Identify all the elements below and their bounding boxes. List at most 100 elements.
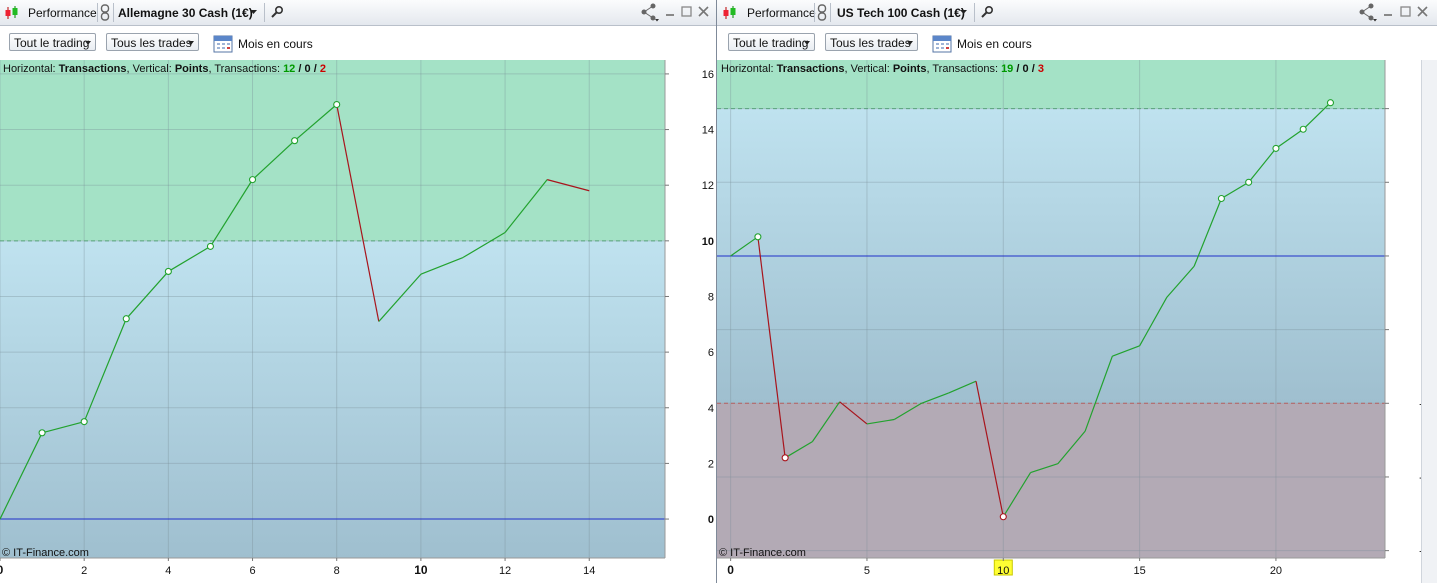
panel-divider[interactable] — [715, 0, 717, 583]
equity-segment — [168, 245, 211, 272]
equity-segment — [378, 273, 422, 322]
equity-segment — [125, 271, 169, 320]
equity-segment — [1139, 296, 1168, 347]
x-tick-label: 12 — [499, 565, 511, 577]
panel-toolbar: Tout le trading Tous les trades Mois en … — [717, 26, 1437, 60]
y-tick-label: 10 — [702, 236, 714, 248]
equity-segment — [839, 401, 868, 425]
equity-segment — [811, 401, 841, 442]
x-tick-label: 14 — [583, 565, 595, 577]
y-tick-label: 12 — [702, 180, 714, 192]
link-chain-icon[interactable] — [100, 4, 110, 21]
minimize-icon[interactable] — [1383, 7, 1393, 17]
scope-dropdown[interactable]: Tout le trading — [9, 33, 96, 51]
vertical-scrollbar[interactable] — [1421, 60, 1437, 583]
chevron-down-icon[interactable] — [250, 10, 258, 15]
equity-point — [291, 137, 299, 145]
band-red — [717, 403, 1385, 558]
equity-segment — [209, 179, 254, 247]
equity-point — [80, 418, 88, 426]
x-tick-label: 0 — [727, 563, 734, 577]
equity-segment — [252, 140, 296, 181]
y-tick-label: 0 — [708, 514, 714, 526]
equity-segment — [462, 231, 506, 259]
panel-titlebar: Performance Allemagne 30 Cash (1€) — [0, 0, 716, 26]
y-tick-label: 2 — [708, 458, 714, 470]
equity-segment — [1166, 265, 1195, 298]
equity-segment — [83, 318, 127, 422]
wrench-icon[interactable] — [270, 5, 284, 19]
scope-dropdown[interactable]: Tout le trading — [728, 33, 815, 51]
equity-segment — [948, 380, 977, 394]
equity-point — [248, 176, 257, 184]
period-label[interactable]: Mois en cours — [238, 37, 313, 51]
equity-segment — [921, 392, 949, 404]
equity-segment — [1084, 355, 1113, 432]
band-blue — [0, 240, 665, 558]
x-tick-label: 10 — [997, 565, 1009, 577]
performance-panel-dax: Performance Allemagne 30 Cash (1€) Tout … — [0, 0, 716, 583]
equity-segment — [730, 236, 759, 257]
equity-segment — [420, 256, 464, 275]
x-tick-label: 8 — [334, 565, 340, 577]
equity-point — [122, 315, 130, 323]
equity-point — [1245, 178, 1253, 186]
equity-segment — [1002, 472, 1032, 518]
instrument-selector[interactable]: US Tech 100 Cash (1€) — [837, 6, 965, 20]
x-tick-label: 15 — [1133, 565, 1145, 577]
maximize-icon[interactable] — [1400, 6, 1412, 18]
share-icon[interactable] — [1358, 3, 1378, 22]
chevron-down-icon[interactable] — [960, 10, 968, 15]
losses-count: 2 — [319, 63, 326, 75]
chart-info-bar: Horizontal: Transactions, Vertical: Poin… — [3, 63, 326, 75]
equity-segment — [1112, 345, 1140, 357]
wrench-icon[interactable] — [980, 5, 994, 19]
equity-segment — [1030, 463, 1059, 474]
equity-segment — [504, 179, 548, 233]
minimize-icon[interactable] — [665, 7, 675, 17]
equity-segment — [1221, 181, 1249, 200]
trades-dropdown[interactable]: Tous les trades — [825, 33, 918, 51]
panel-type-label: Performance — [747, 6, 816, 20]
y-tick-label: 8 — [708, 291, 714, 303]
equity-segment — [0, 432, 43, 520]
close-icon[interactable] — [1417, 6, 1429, 18]
equity-segment — [866, 418, 895, 425]
equity-curve-chart: 024681012141602468101214 — [0, 60, 716, 583]
equity-point — [333, 100, 341, 109]
panel-type-label: Performance — [28, 6, 97, 20]
losses-count: 3 — [1037, 63, 1044, 75]
panel-toolbar: Tout le trading Tous les trades Mois en … — [0, 26, 716, 60]
equity-point — [206, 242, 214, 250]
trades-dropdown[interactable]: Tous les trades — [106, 33, 199, 51]
neutral-count: 0 — [304, 63, 311, 75]
calendar-icon[interactable] — [213, 33, 233, 53]
copyright: © IT-Finance.com — [719, 547, 806, 559]
y-tick-label: 14 — [702, 125, 714, 137]
instrument-selector[interactable]: Allemagne 30 Cash (1€) — [118, 6, 253, 20]
equity-segment — [1275, 128, 1304, 149]
calendar-icon[interactable] — [932, 33, 952, 53]
candlestick-icon — [5, 6, 18, 19]
y-tick-label: 4 — [708, 403, 714, 415]
equity-segment — [336, 104, 380, 322]
equity-curve-chart: 1050-5-10-15-2005101520 — [717, 60, 1437, 583]
share-icon[interactable] — [640, 3, 660, 22]
chart-info-bar: Horizontal: Transactions, Vertical: Poin… — [721, 63, 1044, 75]
wins-count: 19 — [1001, 63, 1014, 75]
equity-segment — [893, 402, 922, 421]
equity-point — [1217, 194, 1225, 203]
x-axis-area — [717, 558, 1437, 583]
x-axis-area — [0, 558, 716, 583]
equity-segment — [1057, 430, 1086, 465]
period-label[interactable]: Mois en cours — [957, 37, 1032, 51]
x-tick-label: 20 — [1270, 565, 1282, 577]
y-tick-label: 6 — [708, 347, 714, 359]
maximize-icon[interactable] — [681, 6, 693, 18]
equity-segment — [1248, 148, 1277, 183]
equity-segment — [975, 381, 1004, 517]
equity-segment — [757, 236, 786, 458]
link-chain-icon[interactable] — [817, 4, 827, 21]
close-icon[interactable] — [698, 6, 710, 18]
neutral-count: 0 — [1022, 63, 1029, 75]
